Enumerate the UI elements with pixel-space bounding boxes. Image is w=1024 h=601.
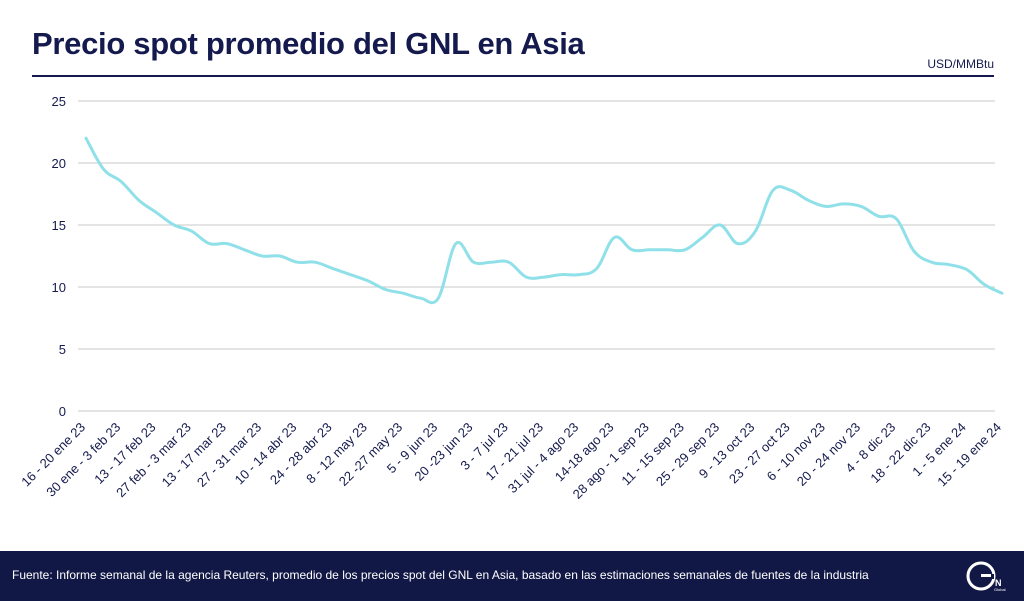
title-rule (32, 75, 994, 77)
svg-text:Global: Global (994, 587, 1006, 592)
y-tick-label: 20 (52, 156, 66, 171)
source-note: Fuente: Informe semanal de la agencia Re… (12, 568, 869, 582)
y-tick-label: 25 (52, 94, 66, 109)
price-series-line (84, 136, 1004, 305)
x-tick-label: 15 - 19 ene 24 (934, 420, 1004, 490)
y-tick-label: 0 (59, 404, 66, 419)
y-axis-ticks: 0 5 10 15 20 25 (52, 94, 66, 419)
y-tick-label: 5 (59, 342, 66, 357)
svg-text:N: N (995, 578, 1002, 588)
unit-label: USD/MMBtu (927, 57, 994, 71)
y-tick-label: 10 (52, 280, 66, 295)
footer-bar: Fuente: Informe semanal de la agencia Re… (0, 551, 1024, 601)
y-tick-label: 15 (52, 218, 66, 233)
grid-lines (78, 100, 995, 412)
gnl-global-logo: N Global (966, 561, 1006, 592)
chart-title: Precio spot promedio del GNL en Asia (32, 26, 585, 61)
